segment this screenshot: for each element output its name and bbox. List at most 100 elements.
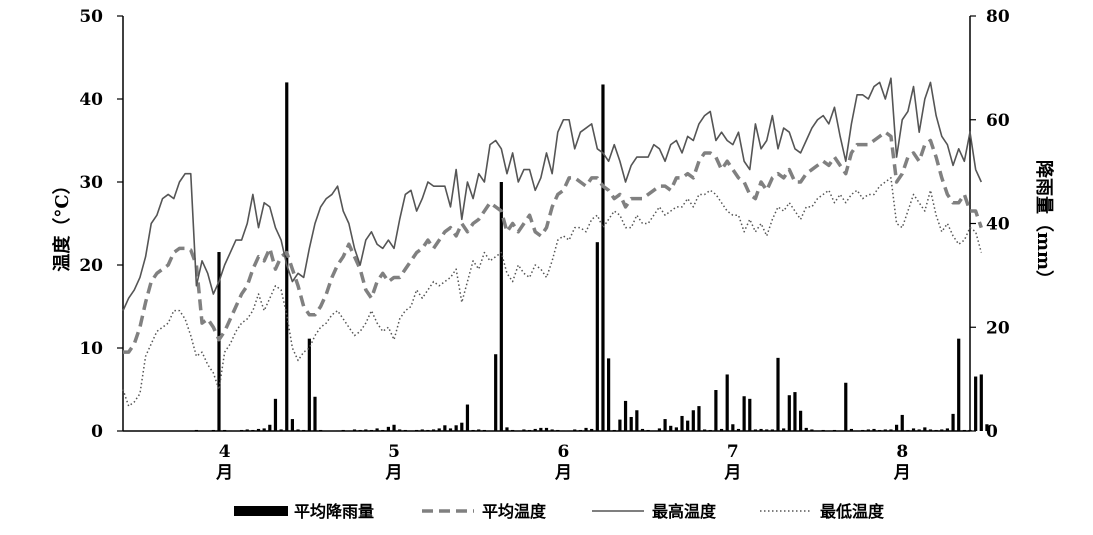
rain-bar [815,430,820,431]
rain-bar [742,396,746,431]
rain-bar [708,429,712,431]
rain-bar [623,400,628,431]
rain-bar [375,428,379,431]
rain-bar [759,428,763,431]
rain-bar [550,429,554,431]
x-tick-label-unit: 月 [385,463,403,483]
y-right-tick-label: 80 [986,7,1010,27]
rain-bar [465,404,470,431]
rain-bar [268,424,272,431]
rain-bar [782,428,786,431]
rain-bar [217,252,221,431]
rain-bar [821,429,825,431]
x-tick-label: 8 [896,442,908,462]
y-left-tick-label: 50 [79,7,103,27]
rain-bar [211,429,215,431]
legend-item: 平均温度 [422,502,547,521]
rain-bar [725,374,729,431]
rain-bar [674,427,678,431]
rain-bar [646,429,650,431]
rain-bar [194,429,199,431]
rain-bar [437,428,441,431]
legend-label: 最低温度 [820,502,885,521]
y-right-tick-label: 20 [986,318,1010,338]
rain-bar [539,427,543,431]
rain-bar [578,429,582,431]
rain-bar [883,429,887,431]
x-tick-label-unit: 月 [554,463,572,483]
rain-bar [590,428,594,431]
rain-bar [256,428,261,431]
rain-bar [697,406,701,431]
rain-bar [894,424,899,431]
legend-swatch-bar [234,506,288,516]
rain-bar [573,429,577,431]
rain-bar [917,429,921,431]
rain-bar [522,429,526,431]
y-left-tick-label: 40 [79,90,103,110]
rain-bar [443,425,447,431]
x-tick-label: 5 [388,442,400,462]
rain-bar [556,429,560,431]
x-tick-label: 6 [558,442,570,462]
rain-bar [810,429,814,431]
rain-bar [979,374,983,431]
rain-bar [431,429,436,431]
rain-bar [415,429,419,431]
rain-bar [889,429,893,431]
rain-bar [403,429,407,431]
rain-bar [878,429,882,431]
rain-bar [968,429,972,431]
rain-bar [923,427,927,431]
rain-bar [872,428,876,431]
rain-bar [319,429,323,431]
rain-bar [409,430,413,431]
rain-bar [945,428,950,431]
rain-bar [940,429,944,431]
rain-bar [381,429,385,431]
rain-bar [223,429,227,431]
rain-bar [736,428,741,431]
rain-bar [454,425,458,431]
rain-bar [951,413,955,431]
legend-item: 平均降雨量 [234,502,374,521]
rain-bar [719,428,724,431]
rain-bar [957,338,961,431]
x-tick-label-unit: 月 [723,463,741,483]
x-tick-label: 7 [727,442,739,462]
rain-bar [386,426,390,431]
rain-bar [567,430,571,431]
rain-bar [347,430,351,431]
rain-bar [471,429,475,431]
rain-bar [341,429,345,431]
rain-bar [838,430,842,431]
rain-bar [364,429,368,431]
y-right-tick-label: 0 [986,422,998,442]
rain-bar [584,427,588,431]
rain-bar [618,419,622,431]
y-left-tick-label: 30 [79,173,103,193]
rain-bar [748,398,752,431]
legend-label: 最高温度 [652,502,717,521]
rain-bar [426,429,430,431]
rain-bar [686,420,690,432]
rain-bar [799,410,803,431]
rain-bar [561,430,566,431]
y-right-tick-label: 60 [986,111,1010,131]
rain-bar [189,430,193,431]
rain-bar [663,419,667,431]
temperature-lines [122,77,983,407]
rain-bar [251,429,255,431]
rain-bar [861,429,865,431]
rain-bar [511,429,515,431]
rain-bar [866,429,870,431]
rain-bar [302,429,306,431]
rain-bar [770,429,774,431]
rain-bar [273,398,278,431]
y-left-tick-label: 0 [91,422,103,442]
rain-bar [753,429,758,431]
y-left-title: 温度（°C） [51,176,73,271]
y-left-tick-label: 20 [79,256,103,276]
rain-bar [516,430,520,431]
